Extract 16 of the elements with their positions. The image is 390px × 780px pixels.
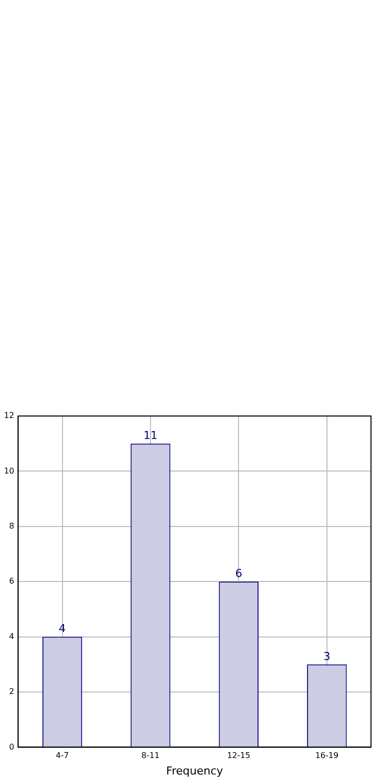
y-tick-label: 0 [9,742,14,752]
y-tick-label: 12 [4,411,14,420]
data-label: 3 [323,650,330,663]
x-tick-label: 4-7 [56,751,69,760]
data-label: 4 [58,622,66,636]
x-tick-label: 8-11 [141,751,160,760]
y-tick-label: 6 [9,576,14,586]
y-tick-label: 2 [9,687,14,696]
data-label: 6 [235,566,242,580]
y-tick-label: 10 [4,466,14,476]
x-tick-label: 12-15 [227,751,250,760]
data-label: 11 [143,428,158,442]
y-tick-label: 4 [9,632,14,641]
x-axis-title: Frequency [166,764,224,778]
x-tick-label: 16-19 [315,751,339,760]
y-tick-label: 8 [9,521,14,530]
